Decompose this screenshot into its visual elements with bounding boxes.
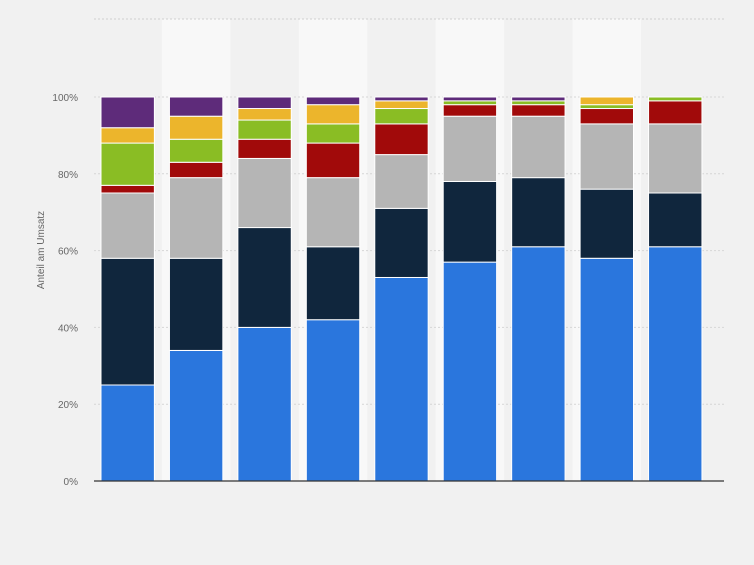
- bar-segment[interactable]: [374, 100, 429, 110]
- bar-segment[interactable]: [579, 257, 634, 482]
- bar-segment[interactable]: [100, 184, 155, 194]
- bar-segment[interactable]: [442, 104, 498, 117]
- bar-segment[interactable]: [511, 115, 566, 179]
- bar-segment[interactable]: [305, 96, 361, 106]
- bar-segment[interactable]: [579, 104, 634, 110]
- bar-segment[interactable]: [305, 142, 361, 179]
- bar-segment[interactable]: [100, 96, 155, 129]
- bar-segment[interactable]: [168, 177, 224, 259]
- bar-segment[interactable]: [579, 188, 634, 259]
- bar-segment[interactable]: [100, 384, 155, 482]
- bar-segment[interactable]: [237, 326, 292, 482]
- bar-segment[interactable]: [442, 261, 498, 482]
- bar-segment[interactable]: [168, 96, 224, 117]
- bar-segment[interactable]: [579, 108, 634, 125]
- bar-segment[interactable]: [168, 115, 224, 140]
- bar-segment[interactable]: [374, 108, 429, 125]
- bar-segment[interactable]: [374, 96, 429, 102]
- bar-segment[interactable]: [168, 138, 224, 163]
- bar-segment[interactable]: [511, 246, 566, 482]
- bar-segment[interactable]: [511, 100, 566, 106]
- bar-segment[interactable]: [237, 96, 292, 110]
- bars: [100, 96, 703, 482]
- y-tick-label: 60%: [58, 247, 78, 258]
- bar-segment[interactable]: [374, 207, 429, 278]
- bar-segment[interactable]: [579, 96, 634, 106]
- bar-segment[interactable]: [374, 123, 429, 156]
- y-tick-label: 0%: [64, 477, 79, 488]
- y-axis-ticks: 0% 20% 40% 60% 80% 100%: [52, 93, 78, 488]
- bar-segment[interactable]: [374, 276, 429, 482]
- y-tick-label: 40%: [58, 323, 78, 334]
- y-tick-label: 100%: [52, 93, 78, 104]
- bar-segment[interactable]: [100, 142, 155, 186]
- bar-segment[interactable]: [100, 127, 155, 144]
- bar-segment[interactable]: [648, 123, 703, 194]
- bar-segment[interactable]: [305, 123, 361, 144]
- bar-segment[interactable]: [511, 96, 566, 102]
- y-axis-title: Anteil am Umsatz: [36, 211, 47, 289]
- bar-segment[interactable]: [648, 246, 703, 482]
- bar-segment[interactable]: [305, 104, 361, 125]
- bar-segment[interactable]: [237, 227, 292, 328]
- bar-segment[interactable]: [237, 119, 292, 140]
- bar-segment[interactable]: [648, 96, 703, 102]
- bar-segment[interactable]: [511, 104, 566, 117]
- bar-segment[interactable]: [305, 177, 361, 248]
- bar-segment[interactable]: [579, 123, 634, 190]
- bar-segment[interactable]: [237, 138, 292, 159]
- bar-segment[interactable]: [648, 192, 703, 248]
- bar-segment[interactable]: [442, 115, 498, 182]
- bar-segment[interactable]: [305, 246, 361, 321]
- bar-segment[interactable]: [442, 96, 498, 102]
- bar-segment[interactable]: [237, 157, 292, 229]
- y-tick-label: 20%: [58, 400, 78, 411]
- bar-segment[interactable]: [511, 177, 566, 248]
- bar-segment[interactable]: [442, 180, 498, 263]
- bar-segment[interactable]: [100, 192, 155, 259]
- bar-segment[interactable]: [168, 349, 224, 482]
- bar-segment[interactable]: [442, 100, 498, 106]
- bar-segment[interactable]: [305, 319, 361, 482]
- bar-segment[interactable]: [648, 100, 703, 125]
- bar-segment[interactable]: [100, 257, 155, 386]
- bar-segment[interactable]: [168, 161, 224, 179]
- bar-segment[interactable]: [237, 108, 292, 121]
- bar-segment[interactable]: [168, 257, 224, 351]
- y-tick-label: 80%: [58, 170, 78, 181]
- bar-segment[interactable]: [374, 154, 429, 209]
